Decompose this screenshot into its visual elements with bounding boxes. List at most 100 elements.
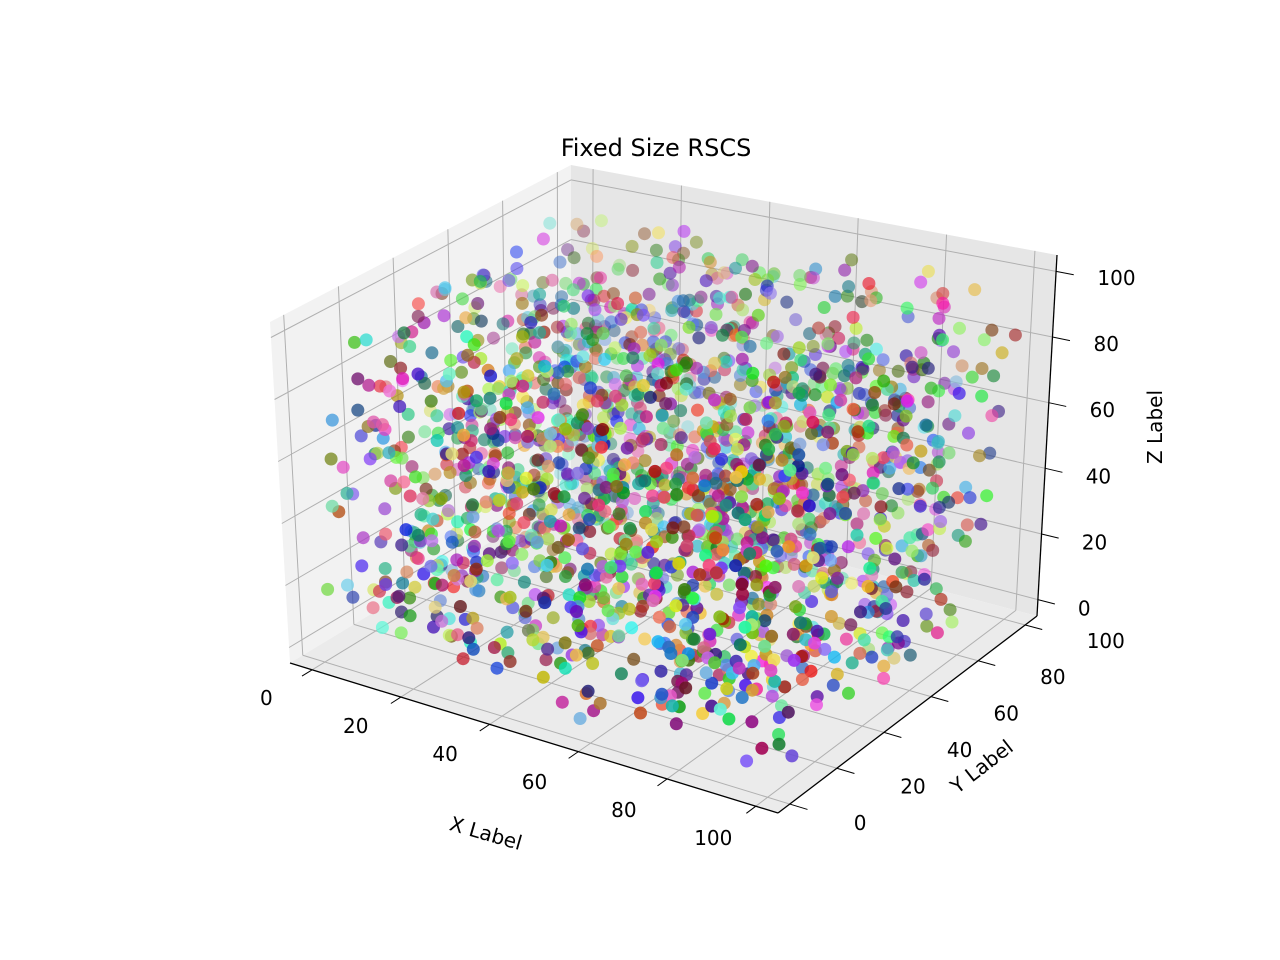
scatter-point — [886, 446, 900, 460]
scatter-point — [635, 674, 649, 688]
x-axis-line — [289, 662, 779, 814]
scatter-point — [650, 256, 664, 269]
scatter-point — [394, 361, 408, 375]
scatter-point — [461, 348, 475, 362]
scatter-point — [729, 261, 742, 275]
scatter-point — [766, 533, 780, 547]
scatter-point — [980, 489, 994, 503]
scatter-point — [768, 580, 782, 594]
y-tick — [1025, 624, 1043, 630]
scatter-point — [441, 504, 455, 518]
scatter-point — [675, 343, 689, 356]
scatter-point — [619, 537, 633, 551]
scatter-point — [526, 633, 540, 647]
scatter-point — [434, 492, 448, 506]
scatter-point — [794, 353, 808, 367]
scatter-point — [495, 561, 509, 575]
scatter-point — [677, 224, 691, 238]
scatter-point — [503, 655, 517, 668]
scatter-point — [806, 339, 820, 353]
scatter-point — [780, 295, 794, 309]
scatter-point — [869, 531, 883, 545]
scatter-point — [792, 386, 806, 400]
scatter-point — [612, 629, 626, 643]
scatter-point — [593, 696, 607, 710]
scatter-point — [736, 587, 750, 601]
scatter-point — [824, 553, 838, 567]
scatter-point — [678, 583, 692, 596]
scatter-point — [536, 232, 550, 246]
scatter-point — [346, 590, 360, 604]
scatter-point — [868, 386, 882, 399]
scatter-point — [430, 434, 444, 447]
scatter-point — [778, 680, 792, 694]
scatter-point — [934, 592, 948, 606]
scatter-point — [521, 369, 535, 383]
scatter-point — [336, 460, 350, 474]
scatter-point — [735, 577, 749, 591]
scatter-point — [425, 346, 439, 360]
y-tick-label: 0 — [854, 811, 867, 835]
scatter-point — [670, 488, 684, 501]
scatter-point — [607, 324, 621, 338]
scatter-point — [664, 647, 678, 660]
scatter-point — [793, 269, 807, 282]
scatter-point — [738, 620, 752, 634]
scatter-point — [608, 389, 622, 403]
scatter-point — [590, 249, 604, 263]
scatter-point — [844, 618, 858, 632]
scatter-point — [384, 474, 398, 488]
scatter-point — [654, 664, 668, 678]
scatter-point — [835, 468, 849, 482]
scatter-point — [626, 263, 640, 277]
scatter-point — [527, 482, 541, 496]
scatter-point — [906, 456, 920, 470]
scatter-point — [703, 255, 717, 269]
scatter-point — [694, 290, 708, 304]
scatter-point — [482, 465, 496, 478]
scatter-point — [670, 363, 683, 377]
scatter-point — [693, 385, 707, 399]
scatter-point — [501, 446, 515, 460]
scatter-point — [378, 562, 392, 575]
scatter-point — [733, 378, 747, 392]
scatter-point — [658, 478, 672, 492]
scatter-point — [581, 562, 594, 576]
scatter-point — [464, 574, 478, 588]
scatter-point — [457, 385, 471, 399]
scatter-point — [516, 390, 530, 404]
scatter-point — [532, 498, 546, 512]
scatter-point — [745, 715, 759, 729]
scatter-point — [806, 488, 820, 502]
scatter-point — [960, 518, 974, 532]
scatter-point — [614, 421, 627, 435]
scatter-point — [775, 453, 789, 467]
scatter-point — [729, 559, 743, 573]
scatter-point — [760, 336, 774, 350]
scatter-point — [1008, 328, 1022, 342]
scatter-point — [459, 469, 473, 482]
scatter-point — [699, 416, 713, 430]
scatter-point — [854, 605, 867, 619]
scatter-point — [955, 359, 969, 373]
scatter-point — [936, 287, 950, 300]
scatter-point — [424, 394, 438, 408]
scatter-point — [469, 562, 483, 576]
scatter-point — [540, 472, 554, 486]
scatter-point — [521, 429, 535, 443]
scatter-point — [822, 408, 836, 422]
scatter-point — [571, 619, 585, 633]
scatter-point — [451, 320, 465, 333]
scatter-point — [703, 627, 717, 641]
scatter-point — [746, 366, 760, 380]
scatter-point — [679, 617, 692, 631]
scatter-point — [479, 495, 493, 509]
scatter-point — [772, 737, 786, 751]
scatter-point — [649, 243, 663, 257]
scatter-point — [716, 543, 730, 557]
x-tick — [479, 723, 490, 732]
scatter-point — [615, 570, 629, 584]
scatter-point — [428, 467, 442, 481]
scatter-point — [639, 410, 653, 424]
scatter-point — [934, 515, 948, 528]
